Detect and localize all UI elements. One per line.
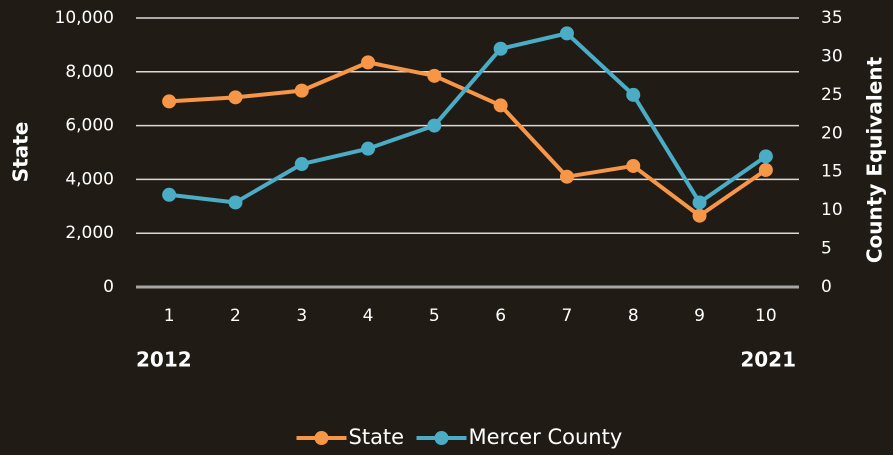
marker [294, 83, 309, 98]
y-tick-label: 4,000 [65, 169, 114, 189]
marker [228, 90, 243, 105]
marker [692, 195, 707, 210]
y2-tick-label: 0 [821, 277, 832, 297]
legend-marker [434, 431, 449, 445]
y2-tick-label: 15 [821, 162, 843, 182]
annotation: 2021 [740, 348, 796, 372]
marker [493, 98, 508, 113]
marker [758, 162, 773, 177]
marker [162, 187, 177, 202]
x-tick-label: 5 [429, 306, 440, 326]
x-tick-label: 7 [562, 306, 573, 326]
marker [427, 68, 442, 83]
marker [427, 118, 442, 133]
marker [361, 55, 376, 70]
y-tick-label: 6,000 [65, 116, 114, 136]
y2-tick-label: 10 [821, 200, 843, 220]
y2-tick-label: 20 [821, 123, 843, 143]
y-tick-label: 10,000 [55, 8, 114, 28]
marker [559, 169, 574, 184]
marker [758, 149, 773, 164]
marker [626, 158, 641, 173]
x-tick-label: 8 [628, 306, 639, 326]
marker [493, 41, 508, 56]
x-tick-label: 1 [164, 306, 175, 326]
y2-tick-label: 30 [821, 46, 843, 66]
x-tick-label: 4 [363, 306, 374, 326]
line [169, 60, 767, 218]
marker [692, 208, 707, 223]
legend-label: State [349, 425, 405, 449]
y-tick-label: 8,000 [65, 62, 114, 82]
y2-tick-label: 35 [821, 8, 843, 28]
y2-axis-title: County Equivalent [863, 56, 887, 263]
legend-marker [314, 431, 329, 445]
y-tick-label: 2,000 [65, 223, 114, 243]
marker [294, 157, 309, 172]
marker [559, 26, 574, 41]
y-tick-label: 0 [103, 277, 114, 297]
y2-tick-label: 5 [821, 239, 832, 259]
x-tick-label: 9 [694, 306, 705, 326]
marker [162, 94, 177, 109]
x-tick-label: 2 [230, 306, 241, 326]
line [168, 31, 767, 205]
marker [361, 141, 376, 156]
marker [626, 87, 641, 102]
x-tick-label: 10 [755, 306, 777, 326]
y-axis-title: State [9, 122, 33, 183]
legend-label: Mercer County [469, 425, 623, 449]
marker [228, 195, 243, 210]
x-tick-label: 3 [296, 306, 307, 326]
x-tick-label: 6 [495, 306, 506, 326]
annotation: 2012 [136, 348, 192, 372]
y2-tick-label: 25 [821, 85, 843, 105]
